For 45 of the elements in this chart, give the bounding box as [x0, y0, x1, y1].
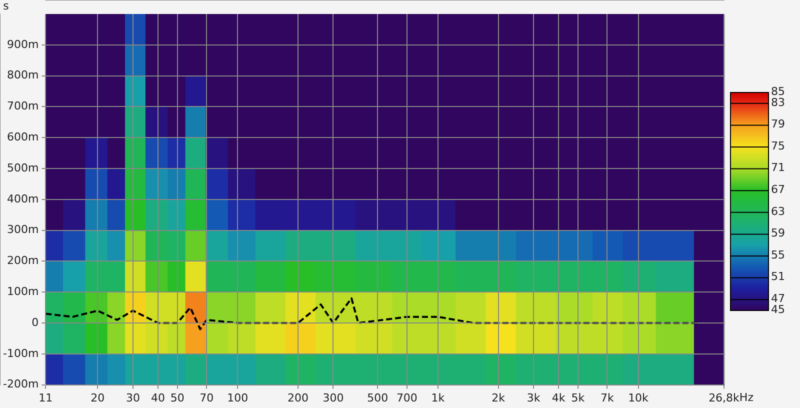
- y-tick-label: 800m: [6, 68, 39, 82]
- y-tick-label: 600m: [6, 130, 39, 144]
- color-bar-label: 51: [771, 270, 785, 284]
- x-tick-label: 100: [227, 391, 248, 404]
- y-tick-label: -100m: [2, 346, 39, 360]
- color-bar-label: 75: [771, 139, 785, 152]
- x-axis-title: Hz: [739, 391, 754, 404]
- x-tick-label: 3k: [526, 391, 541, 404]
- color-bar-label: 83: [771, 96, 785, 109]
- x-tick-label: 11: [38, 391, 53, 404]
- color-bar-label: 55: [771, 248, 785, 262]
- y-tick-label: 100m: [6, 284, 39, 298]
- x-tick-label: 200: [287, 391, 308, 404]
- x-tick-label: 700: [396, 391, 418, 404]
- color-bar-label: 59: [771, 226, 785, 240]
- color-bar-label: 45: [771, 302, 785, 316]
- x-tick-label: 10k: [628, 391, 650, 404]
- y-tick-label: 400m: [6, 192, 39, 206]
- y-tick-label: 200m: [6, 254, 39, 268]
- y-axis-title: s: [3, 0, 10, 12]
- y-tick-label: 700m: [6, 100, 39, 113]
- x-tick-label: 500: [367, 391, 388, 404]
- x-tick-label: 2k: [492, 391, 506, 404]
- y-tick-label: -200m: [2, 378, 39, 391]
- x-tick-label: 20: [90, 391, 105, 404]
- color-bar-label: 79: [771, 118, 785, 131]
- x-tick-label: 1k: [431, 391, 446, 404]
- x-tick-label: 5k: [571, 391, 586, 404]
- x-tick-label: 7k: [600, 391, 615, 404]
- x-tick-label: 4k: [552, 391, 566, 404]
- color-bar-label: 47: [771, 292, 785, 305]
- y-tick-label: 0: [32, 316, 39, 329]
- y-tick-label: 900m: [6, 38, 39, 51]
- x-tick-label: 40: [150, 391, 165, 404]
- color-bar-label: 85: [771, 84, 785, 98]
- y-tick-label: 500m: [6, 161, 39, 174]
- x-tick-label: 30: [126, 391, 140, 404]
- x-tick-label: 50: [170, 391, 184, 404]
- color-bar-label: 67: [771, 182, 785, 196]
- color-bar-label: 71: [771, 161, 785, 174]
- y-tick-label: 300m: [6, 223, 39, 236]
- x-tick-label: 26,8k: [708, 391, 740, 404]
- x-tick-label: 300: [322, 391, 344, 404]
- x-tick-label: 70: [200, 391, 214, 404]
- color-bar-label: 63: [771, 204, 785, 218]
